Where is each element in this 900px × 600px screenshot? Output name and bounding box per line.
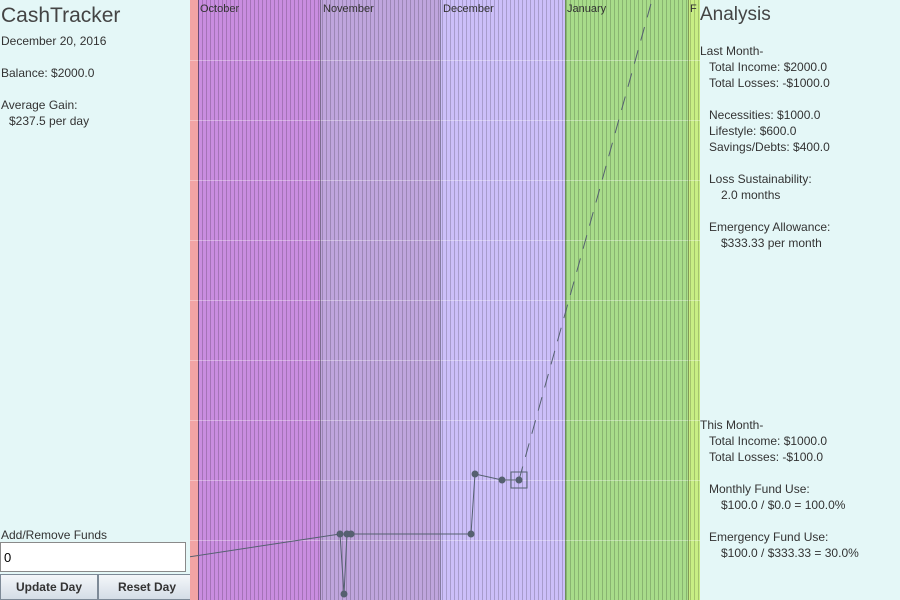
month-boundaries (198, 0, 689, 600)
this-month-heading: This Month- (700, 418, 764, 432)
emergency-allowance-label: Emergency Allowance: (709, 220, 831, 234)
app-title: CashTracker (1, 4, 121, 27)
day-gridlines (198, 0, 699, 600)
month-band-december (440, 0, 565, 600)
sidebar: CashTracker December 20, 2016 Balance: $… (0, 0, 196, 600)
monthly-fund-use-label: Monthly Fund Use: (709, 482, 810, 496)
month-label-november: November (323, 3, 374, 15)
update-day-button[interactable]: Update Day (0, 574, 98, 600)
average-gain-label: Average Gain: (1, 98, 78, 112)
necessities-text: Necessities: $1000.0 (709, 108, 821, 122)
analysis-panel: Analysis Last Month- Total Income: $2000… (700, 0, 900, 600)
monthly-fund-use-value: $100.0 / $0.0 = 100.0% (721, 498, 846, 512)
balance-line-entry (190, 533, 341, 558)
balance-text: Balance: $2000.0 (1, 66, 95, 80)
analysis-title: Analysis (700, 4, 771, 25)
balance-chart: October November December January F (190, 0, 700, 600)
funds-label: Add/Remove Funds (1, 528, 108, 542)
projection-line (518, 0, 653, 481)
sustainability-label: Loss Sustainability: (709, 172, 812, 186)
data-point (498, 476, 506, 484)
data-point (467, 530, 475, 538)
month-label-december: December (443, 3, 494, 15)
month-label-october: October (200, 3, 239, 15)
average-gain-value: $237.5 per day (9, 114, 90, 128)
balance-line (339, 473, 519, 595)
month-band-january (565, 0, 688, 600)
month-label-january: January (567, 3, 607, 15)
month-label-february: F (690, 3, 697, 15)
this-month-income: Total Income: $1000.0 (709, 434, 828, 448)
month-band-september (190, 0, 198, 600)
emergency-allowance-value: $333.33 per month (721, 236, 822, 250)
last-month-income: Total Income: $2000.0 (709, 60, 828, 74)
reset-day-button[interactable]: Reset Day (98, 574, 196, 600)
chart-svg: October November December January F (190, 0, 700, 600)
data-point (471, 470, 479, 478)
emergency-fund-use-value: $100.0 / $333.33 = 30.0% (721, 546, 859, 560)
lifestyle-text: Lifestyle: $600.0 (709, 124, 797, 138)
value-gridlines (190, 60, 700, 541)
this-month-losses: Total Losses: -$100.0 (709, 450, 824, 464)
current-day-marker (510, 471, 528, 489)
sustainability-value: 2.0 months (721, 188, 781, 202)
data-point (340, 590, 348, 598)
current-day-point (515, 476, 523, 484)
data-point (347, 530, 355, 538)
last-month-heading: Last Month- (700, 44, 764, 58)
month-band-october (198, 0, 320, 600)
month-band-november (320, 0, 440, 600)
funds-input[interactable] (0, 542, 186, 572)
data-point (336, 530, 344, 538)
last-month-losses: Total Losses: -$1000.0 (709, 76, 830, 90)
emergency-fund-use-label: Emergency Fund Use: (709, 530, 829, 544)
current-date: December 20, 2016 (1, 34, 107, 48)
month-band-february (688, 0, 700, 600)
savings-text: Savings/Debts: $400.0 (709, 140, 830, 154)
